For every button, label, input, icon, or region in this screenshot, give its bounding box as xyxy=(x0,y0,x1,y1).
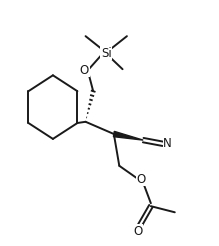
Polygon shape xyxy=(113,131,143,140)
Text: O: O xyxy=(136,173,146,186)
Text: Si: Si xyxy=(101,47,112,60)
Text: N: N xyxy=(163,137,172,150)
Text: O: O xyxy=(133,225,142,238)
Text: O: O xyxy=(80,64,89,77)
